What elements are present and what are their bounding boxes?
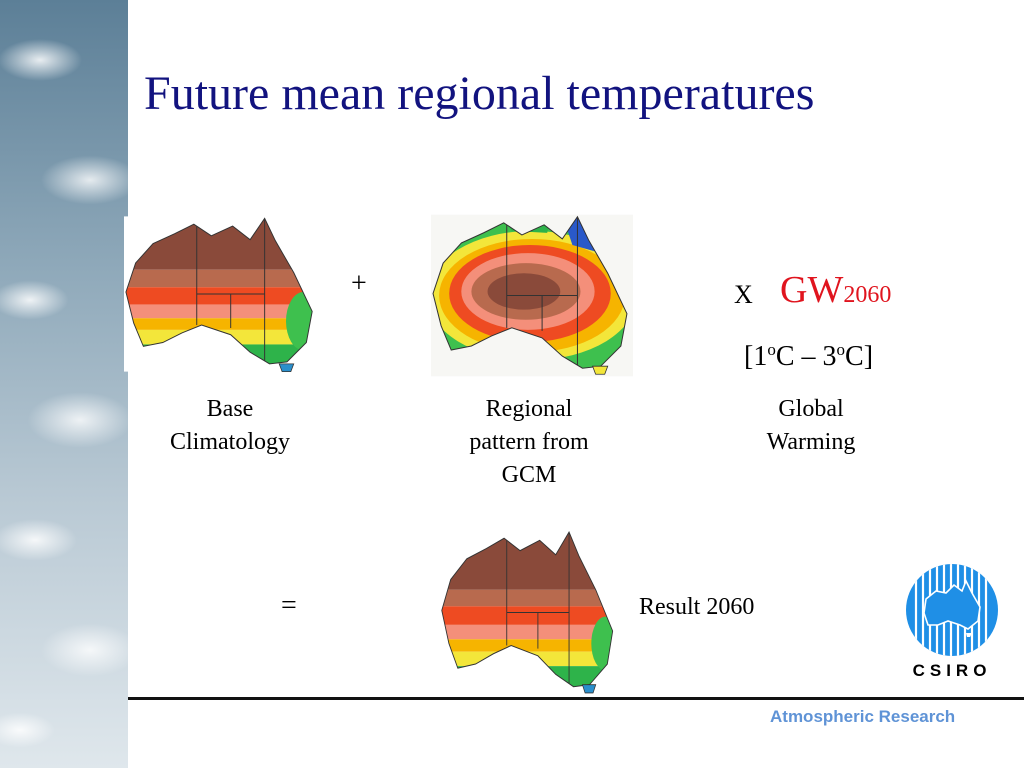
- csiro-wordmark: CSIRO: [912, 661, 992, 680]
- gw-subscript: 2060: [843, 282, 892, 308]
- footer-text: Atmospheric Research: [770, 707, 956, 726]
- result-2060-map: [440, 530, 618, 695]
- label-line: pattern from: [469, 429, 589, 455]
- footer-divider: [128, 697, 1024, 700]
- global-warming-symbol: GW2060: [780, 268, 891, 312]
- label-line: GCM: [501, 462, 557, 488]
- base-climatology-map: [124, 214, 318, 374]
- warming-range: [1oC – 3oC]: [744, 340, 873, 373]
- range-open: [1: [744, 341, 768, 372]
- label-regional-pattern: Regional pattern from GCM: [449, 393, 609, 492]
- plus-operator: +: [351, 268, 367, 299]
- sky-background-strip: [0, 0, 128, 768]
- multiply-operator: X: [734, 280, 753, 309]
- label-line: Global: [778, 396, 844, 422]
- gw-symbol-text: GW: [780, 269, 844, 311]
- range-mid: C – 3: [775, 341, 837, 372]
- label-line: Base: [206, 396, 254, 422]
- label-line: Regional: [485, 396, 573, 422]
- regional-pattern-map: [431, 214, 633, 377]
- label-base-climatology: Base Climatology: [150, 393, 310, 459]
- csiro-logo: CSIRO: [902, 563, 1002, 685]
- range-close: C]: [845, 341, 874, 372]
- label-line: Warming: [766, 429, 856, 455]
- result-label: Result 2060: [639, 594, 755, 620]
- degree-mark-2: o: [836, 340, 846, 359]
- csiro-globe-icon: [906, 564, 998, 656]
- label-line: Climatology: [170, 429, 290, 455]
- degree-mark-1: o: [767, 340, 776, 359]
- equals-operator: =: [281, 590, 297, 621]
- slide-title: Future mean regional temperatures: [144, 67, 815, 120]
- label-global-warming: Global Warming: [731, 393, 891, 459]
